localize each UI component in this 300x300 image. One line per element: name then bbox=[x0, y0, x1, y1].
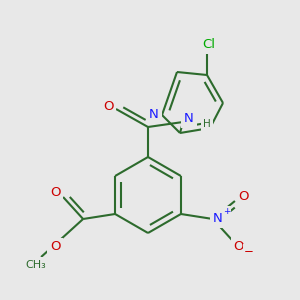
Text: H: H bbox=[203, 119, 211, 129]
Text: O: O bbox=[239, 190, 249, 202]
Text: O: O bbox=[234, 239, 244, 253]
Text: +: + bbox=[223, 206, 231, 215]
Text: N: N bbox=[213, 212, 223, 226]
Text: −: − bbox=[244, 244, 254, 257]
Text: N: N bbox=[184, 112, 194, 125]
Text: CH₃: CH₃ bbox=[26, 260, 46, 270]
Text: O: O bbox=[50, 241, 60, 254]
Text: O: O bbox=[103, 100, 113, 112]
Text: O: O bbox=[50, 185, 60, 199]
Text: N: N bbox=[149, 109, 159, 122]
Text: Cl: Cl bbox=[202, 38, 215, 52]
